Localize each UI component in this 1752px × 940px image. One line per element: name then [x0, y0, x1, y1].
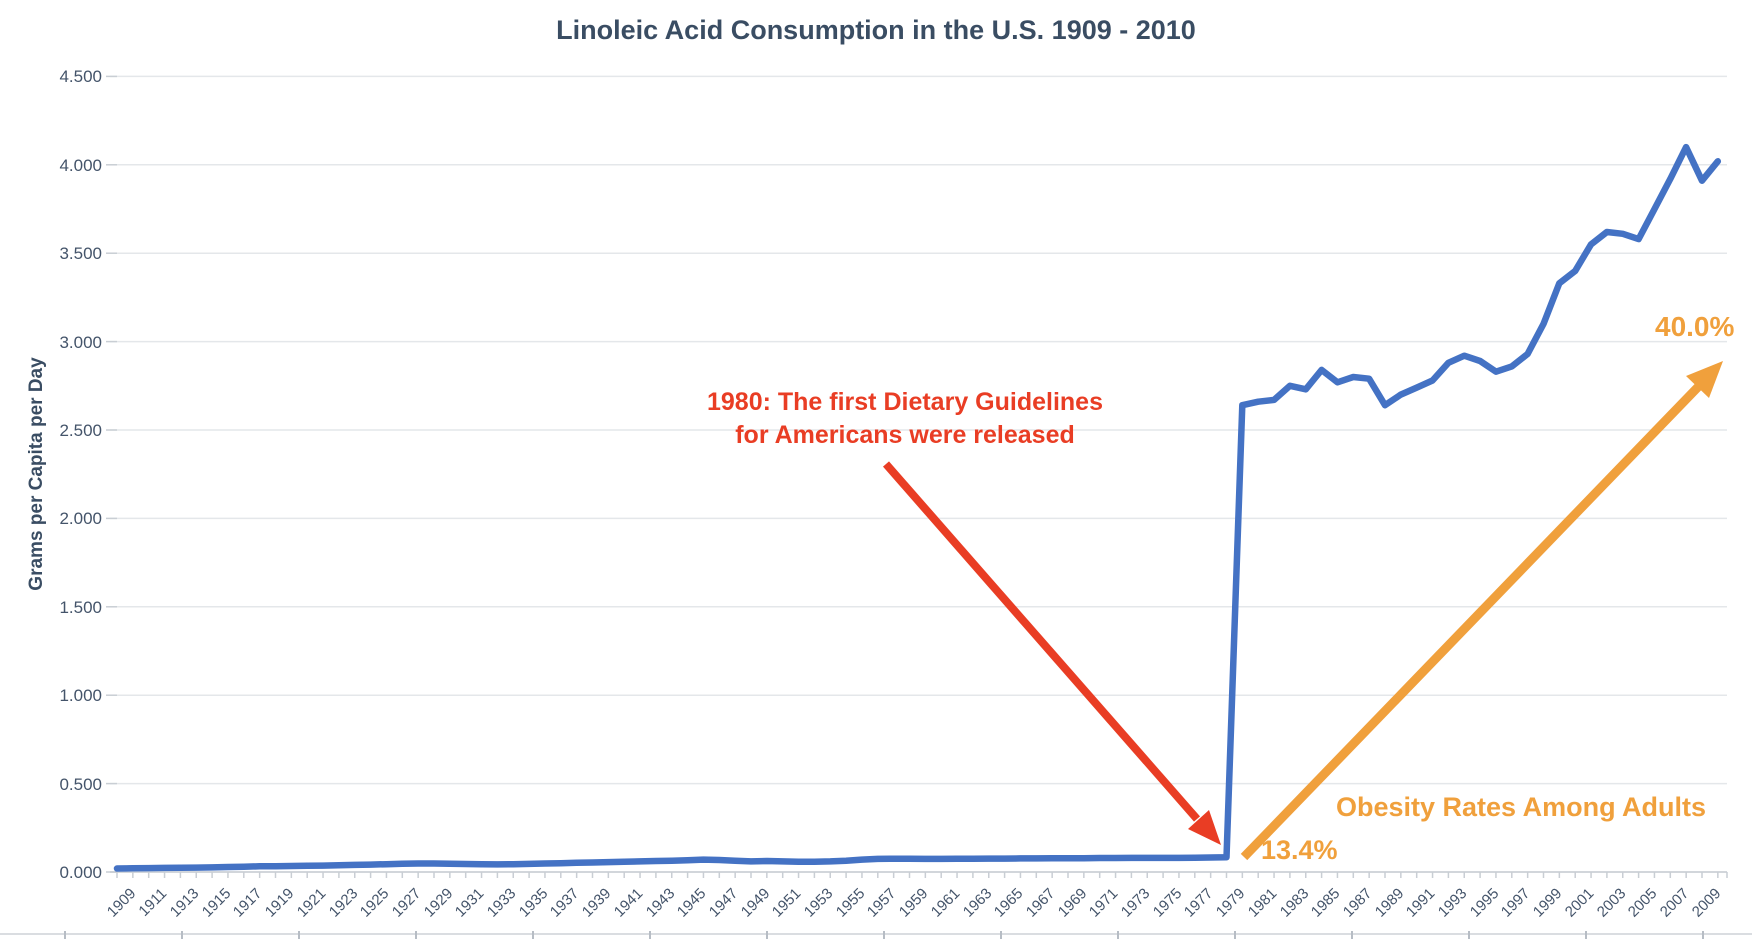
horizontal-gridlines — [106, 75, 1727, 873]
y-tick-label: 4.000 — [59, 155, 102, 175]
orange-trend-arrow — [1240, 361, 1723, 861]
dietary-guidelines-annotation: 1980: The first Dietary Guidelines for A… — [640, 386, 1170, 452]
y-tick-label: 2.500 — [59, 421, 102, 440]
y-tick-label: 1.500 — [59, 597, 102, 617]
y-tick-label: 3.000 — [59, 332, 102, 352]
cutoff-element-bottom-edge — [0, 931, 1752, 939]
y-tick-label: 3.500 — [59, 244, 102, 264]
axis-tick-marks — [116, 872, 1728, 878]
y-tick-label: 2.000 — [59, 509, 102, 529]
y-tick-label: 4.500 — [59, 67, 102, 87]
obesity-end-value-label: 40.0% — [1655, 311, 1735, 342]
consumption-line — [113, 143, 1722, 872]
y-tick-label: 0.500 — [59, 774, 102, 794]
obesity-start-value-label: 13.4% — [1261, 835, 1338, 865]
y-tick-label: 0.000 — [59, 863, 102, 882]
y-tick-label: 1.000 — [59, 686, 102, 706]
dietary-guidelines-annotation-line1: 1980: The first Dietary Guidelines — [707, 388, 1103, 416]
chart-title: Linoleic Acid Consumption in the U.S. 19… — [556, 15, 1196, 45]
red-annotation-arrow — [882, 461, 1221, 845]
obesity-series-label: Obesity Rates Among Adults — [1336, 792, 1707, 822]
dietary-guidelines-annotation-line2: for Americans were released — [735, 421, 1075, 449]
